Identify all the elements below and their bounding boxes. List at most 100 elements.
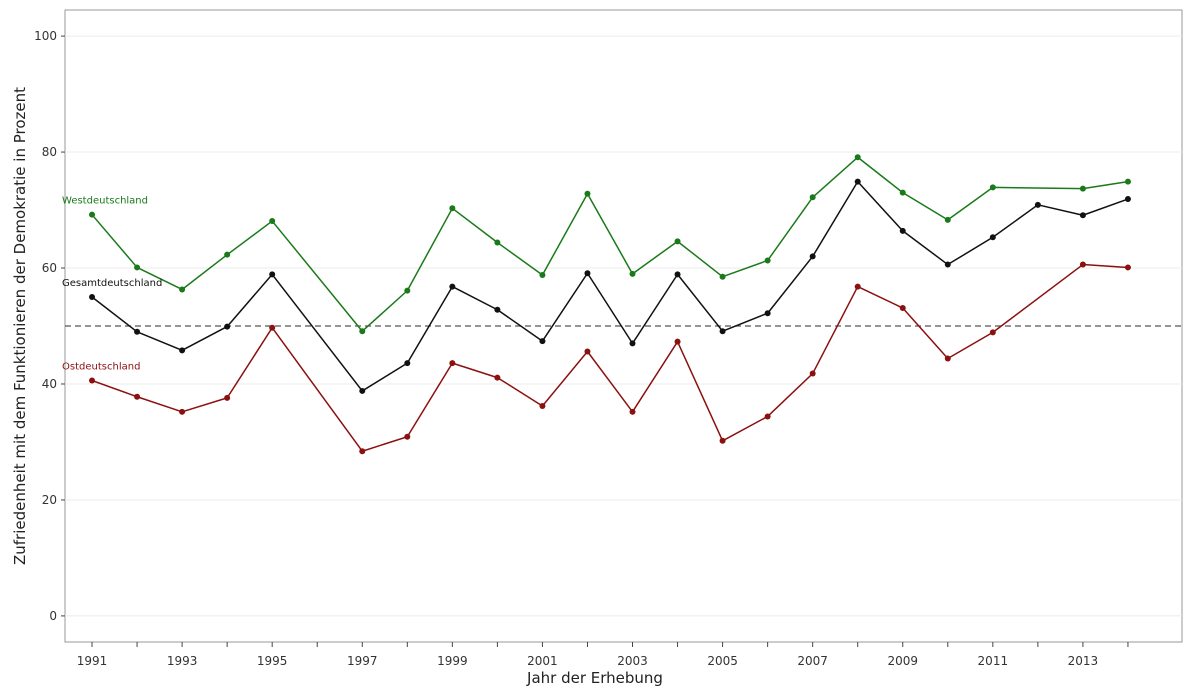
data-point-gesamtdeutschland <box>854 178 861 185</box>
data-point-westdeutschland <box>854 154 861 161</box>
data-point-gesamtdeutschland <box>449 283 456 290</box>
data-point-ostdeutschland <box>539 403 546 410</box>
data-point-westdeutschland <box>584 190 591 197</box>
series-ostdeutschland: Ostdeutschland <box>62 261 1131 455</box>
data-point-gesamtdeutschland <box>179 347 186 354</box>
data-point-ostdeutschland <box>404 433 411 440</box>
data-point-gesamtdeutschland <box>674 271 681 278</box>
data-point-westdeutschland <box>89 211 96 218</box>
data-point-ostdeutschland <box>224 394 231 401</box>
y-tick-label: 80 <box>42 145 57 159</box>
data-point-ostdeutschland <box>449 360 456 367</box>
data-point-westdeutschland <box>539 271 546 278</box>
data-point-ostdeutschland <box>179 408 186 415</box>
data-point-westdeutschland <box>359 328 366 335</box>
data-point-ostdeutschland <box>899 305 906 312</box>
x-tick-label: 2007 <box>797 654 828 668</box>
data-point-ostdeutschland <box>674 338 681 345</box>
data-point-westdeutschland <box>134 264 141 271</box>
x-tick-label: 1993 <box>167 654 198 668</box>
y-tick-label: 40 <box>42 377 57 391</box>
grid-layer <box>65 35 1182 617</box>
data-point-westdeutschland <box>179 286 186 293</box>
series-westdeutschland: Westdeutschland <box>62 154 1131 335</box>
data-point-westdeutschland <box>224 251 231 258</box>
data-point-gesamtdeutschland <box>404 360 411 367</box>
series-label-westdeutschland: Westdeutschland <box>62 196 148 207</box>
x-tick-label: 2003 <box>617 654 648 668</box>
data-point-ostdeutschland <box>134 393 141 400</box>
series-line-ostdeutschland <box>91 263 1128 452</box>
data-point-westdeutschland <box>989 184 996 191</box>
data-point-ostdeutschland <box>1079 261 1086 268</box>
y-tick-label: 100 <box>34 29 57 43</box>
data-point-ostdeutschland <box>989 329 996 336</box>
x-tick-label: 2013 <box>1068 654 1099 668</box>
y-tick-label: 20 <box>42 493 57 507</box>
data-point-westdeutschland <box>944 216 951 223</box>
data-point-westdeutschland <box>899 189 906 196</box>
series-gesamtdeutschland: Gesamtdeutschland <box>62 178 1131 394</box>
data-point-gesamtdeutschland <box>494 306 501 313</box>
data-point-gesamtdeutschland <box>539 338 546 345</box>
data-point-westdeutschland <box>764 257 771 264</box>
data-point-ostdeutschland <box>809 370 816 377</box>
data-point-westdeutschland <box>809 194 816 201</box>
data-point-gesamtdeutschland <box>269 271 276 278</box>
data-point-ostdeutschland <box>89 377 96 384</box>
data-point-ostdeutschland <box>494 374 501 381</box>
data-point-westdeutschland <box>629 270 636 277</box>
data-point-westdeutschland <box>404 287 411 294</box>
data-point-gesamtdeutschland <box>359 387 366 394</box>
series-line-westdeutschland <box>91 156 1129 332</box>
data-point-gesamtdeutschland <box>809 253 816 260</box>
data-point-ostdeutschland <box>719 437 726 444</box>
data-point-ostdeutschland <box>359 448 366 455</box>
data-point-gesamtdeutschland <box>1079 212 1086 219</box>
data-point-gesamtdeutschland <box>719 328 726 335</box>
data-point-gesamtdeutschland <box>629 340 636 347</box>
x-axis-title: Jahr der Erhebung <box>526 669 663 686</box>
x-tick-label: 2009 <box>887 654 918 668</box>
data-point-ostdeutschland <box>584 348 591 355</box>
data-point-ostdeutschland <box>1124 264 1131 271</box>
x-tick-label: 2001 <box>527 654 558 668</box>
data-point-westdeutschland <box>494 239 501 246</box>
y-tick-label: 0 <box>49 609 57 623</box>
data-point-ostdeutschland <box>269 324 276 331</box>
x-tick-label: 1995 <box>257 654 288 668</box>
data-point-ostdeutschland <box>764 413 771 420</box>
data-point-ostdeutschland <box>944 355 951 362</box>
y-tick-label: 60 <box>42 261 57 275</box>
data-point-westdeutschland <box>1079 185 1086 192</box>
data-point-ostdeutschland <box>629 408 636 415</box>
data-point-gesamtdeutschland <box>899 227 906 234</box>
x-tick-label: 1999 <box>437 654 468 668</box>
series-label-gesamtdeutschland: Gesamtdeutschland <box>62 278 162 289</box>
data-point-ostdeutschland <box>854 283 861 290</box>
data-point-gesamtdeutschland <box>584 270 591 277</box>
x-tick-label: 2011 <box>978 654 1009 668</box>
series-label-ostdeutschland: Ostdeutschland <box>62 362 140 373</box>
data-point-westdeutschland <box>449 205 456 212</box>
x-tick-label: 1997 <box>347 654 378 668</box>
data-point-gesamtdeutschland <box>1124 196 1131 203</box>
data-point-gesamtdeutschland <box>134 328 141 335</box>
data-point-gesamtdeutschland <box>989 234 996 241</box>
data-point-gesamtdeutschland <box>224 323 231 330</box>
data-point-gesamtdeutschland <box>764 310 771 317</box>
data-point-westdeutschland <box>719 273 726 280</box>
data-point-westdeutschland <box>269 218 276 225</box>
data-point-gesamtdeutschland <box>1034 201 1041 208</box>
series-layer: Westdeutschland Gesamtdeutschland Ostdeuts… <box>62 154 1131 455</box>
x-tick-label: 1991 <box>77 654 108 668</box>
axis-layer: 0 20 40 60 80 100 1991 1993 1995 1997 1999 2001 2003… <box>34 29 1129 668</box>
x-tick-label: 2005 <box>707 654 738 668</box>
plot-panel <box>64 9 1183 643</box>
data-point-westdeutschland <box>1124 178 1131 185</box>
data-point-gesamtdeutschland <box>89 294 96 301</box>
data-point-gesamtdeutschland <box>944 261 951 268</box>
y-axis-title: Zufriedenheit mit dem Funktionieren der … <box>11 87 29 565</box>
